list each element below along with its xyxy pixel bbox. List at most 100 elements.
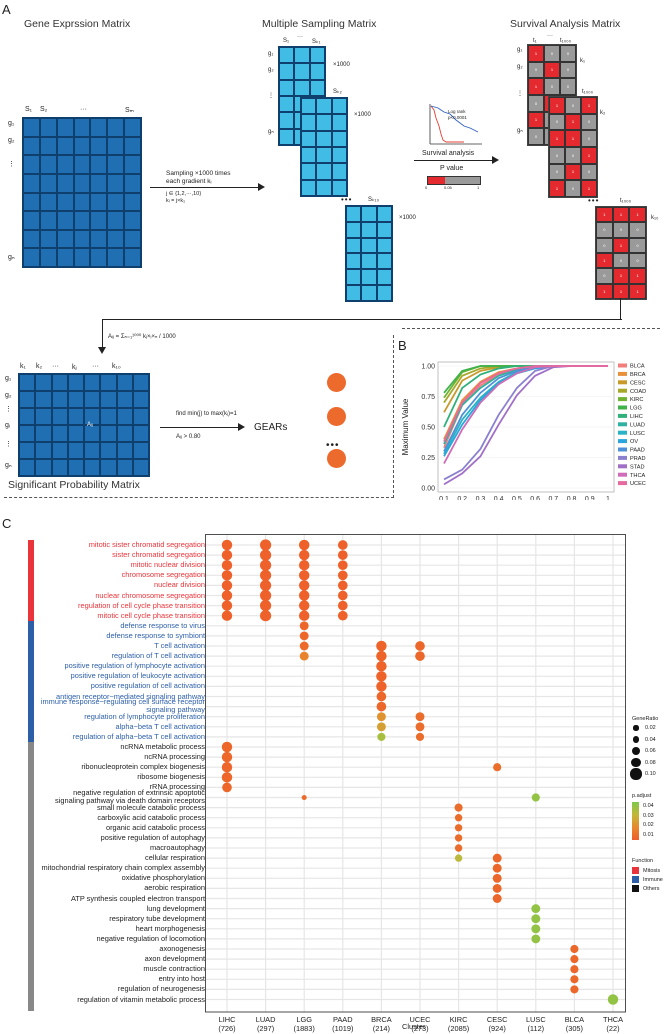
term-label: rRNA processing <box>149 782 205 792</box>
survival-cell: 1 <box>612 268 630 284</box>
sampling-arrow-head <box>258 183 265 191</box>
survival-cell: 0 <box>549 113 565 131</box>
y-tick-label: 0.25 <box>421 455 435 462</box>
cluster-label: (112) <box>527 1023 545 1033</box>
dot-point <box>376 722 386 732</box>
matrix-cell <box>376 221 392 238</box>
legend-swatch <box>618 481 627 486</box>
dot-point <box>570 975 579 984</box>
matrix-cell <box>56 136 74 156</box>
matrix-cell <box>35 391 52 408</box>
matrix-cell <box>73 155 91 174</box>
matrix-cell <box>346 221 362 238</box>
sampling-row-g1: g₁ <box>268 51 274 57</box>
surv-label-k2: k₂ <box>600 110 606 116</box>
cluster-label: LUAD <box>255 1014 276 1024</box>
dot-point <box>376 640 387 652</box>
matrix-cell <box>361 221 377 238</box>
survival-arrow <box>414 160 494 162</box>
dot-point <box>492 894 502 903</box>
cluster-label: LUSC <box>525 1014 546 1024</box>
matrix-cell <box>301 114 317 131</box>
term-label: mitotic sister chromatid segregation <box>88 540 205 549</box>
surv-ellipsis: ••• <box>588 196 600 205</box>
legend-func-label: Immune <box>643 876 663 883</box>
dot-point <box>377 732 386 741</box>
survival-cell: 1 <box>612 207 630 223</box>
cluster-label: (297) <box>256 1023 275 1033</box>
surv-label-t1000-3: t₁₀₀₀ <box>620 198 632 204</box>
matrix-cell <box>51 408 68 425</box>
dot-point <box>221 600 233 611</box>
term-label: entry into host <box>158 974 205 984</box>
matrix-cell <box>90 155 108 174</box>
matrix-cell <box>23 229 40 249</box>
dot-plot <box>205 534 626 1013</box>
term-label: defense response to virus <box>120 620 205 630</box>
matrix-cell <box>51 442 68 459</box>
matrix-cell <box>376 237 392 254</box>
term-label: carboxylic acid catabolic process <box>97 812 205 822</box>
dot-point <box>531 934 541 944</box>
dot-point <box>337 540 348 550</box>
km-logrank: Log rank <box>448 109 466 114</box>
cluster-label: BLCA <box>564 1014 585 1024</box>
cluster-label: UCEC <box>409 1014 431 1024</box>
matrix-cell <box>73 136 91 156</box>
y-tick-label: 1.00 <box>421 364 435 371</box>
matrix-cell <box>73 173 91 193</box>
term-label: chromosome segregation <box>121 570 205 580</box>
matrix-cell <box>279 112 295 129</box>
dot-point <box>221 580 233 591</box>
survival-cell: 1 <box>629 283 646 299</box>
find-arrow <box>160 427 240 429</box>
term-labels: mitotic sister chromatid segregation sist… <box>0 0 205 1034</box>
dot-point <box>298 549 310 561</box>
sampling-label-s1: S₁ <box>283 38 290 44</box>
matrix-cell <box>56 155 74 174</box>
dashed-divider-bottom <box>4 497 394 498</box>
sampling-ellipsis: ••• <box>341 195 353 204</box>
matrix-cell <box>90 173 108 193</box>
matrix-cell <box>73 211 91 230</box>
dot-point <box>492 883 502 893</box>
matrix-cell <box>107 136 125 156</box>
cluster-label: BRCA <box>371 1014 392 1024</box>
dot-point <box>454 803 463 812</box>
find-text-1: find min(j) to max(kⱼ)=1 <box>176 411 237 417</box>
cluster-label: (273) <box>411 1023 429 1033</box>
matrix-cell <box>301 130 317 147</box>
legend-ratio-dot <box>630 768 642 780</box>
surv-row-dots: ⋮ <box>517 91 523 97</box>
matrix-cell <box>279 128 295 145</box>
legend-generatio-title: GeneRatio <box>632 716 659 722</box>
matrix-cell <box>35 408 52 425</box>
matrix-cell <box>116 442 133 459</box>
matrix-cell <box>100 442 117 459</box>
legend-ratio-label: 0.06 <box>645 748 656 754</box>
legend-ratio-label: 0.02 <box>645 725 656 731</box>
legend-ratio-label: 0.04 <box>645 736 656 743</box>
matrix-cell <box>376 269 392 286</box>
matrix-cell <box>331 179 347 196</box>
matrix-cell <box>51 459 68 476</box>
surv-label-t1000-2: t₁₀₀₀ <box>582 89 594 95</box>
matrix-cell <box>346 285 362 301</box>
matrix-cell <box>116 391 133 408</box>
dot-point <box>260 579 272 591</box>
dot-point <box>221 772 233 783</box>
matrix-cell <box>132 374 149 391</box>
pvalue-scale-005: 0.05 <box>444 185 452 190</box>
matrix-cell <box>67 374 84 391</box>
term-label: regulation of cell cycle phase transitio… <box>78 600 205 610</box>
matrix-cell <box>56 229 74 249</box>
matrix-cell <box>294 47 310 64</box>
dot-point <box>337 550 348 560</box>
legend-label: KIRC <box>630 397 643 403</box>
term-label: organic acid catabolic process <box>105 822 205 832</box>
gene-col-label: Sₘ <box>125 107 135 114</box>
prob-col-label: k₁₀ <box>112 363 121 370</box>
matrix-cell <box>84 408 101 425</box>
gene-row-label: g₂ <box>8 137 15 144</box>
surv-label-t1000: t₁₀₀₀ <box>560 38 572 44</box>
